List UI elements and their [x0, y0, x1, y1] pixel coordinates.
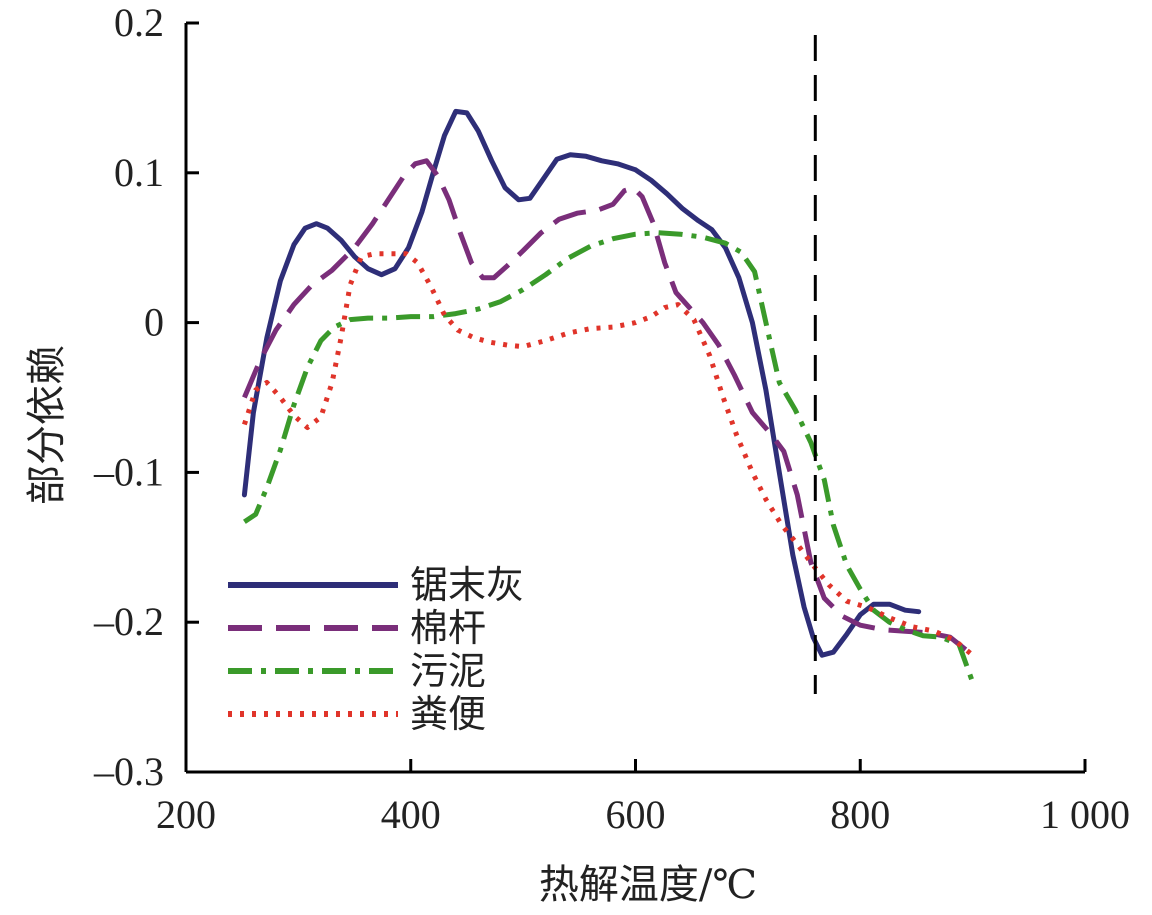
- series-line-1: [241, 108, 922, 658]
- legend-label: 污泥: [410, 649, 486, 693]
- y-tick-label: –0.2: [93, 599, 164, 644]
- plot-series: [241, 108, 975, 683]
- series-line-4: [242, 251, 975, 658]
- y-tick-label: –0.1: [93, 449, 164, 494]
- y-tick-label: 0.2: [114, 0, 164, 45]
- y-axis-title: 部分依赖: [24, 345, 70, 505]
- y-tick-label: –0.3: [93, 749, 164, 794]
- legend-label: 锯末灰: [410, 563, 524, 607]
- x-tick-label: 1 000: [1040, 792, 1130, 837]
- x-tick-label: 200: [156, 792, 216, 837]
- y-tick-label: 0: [144, 300, 164, 345]
- x-axis: 200 400 600 800 1 000: [156, 759, 1130, 837]
- x-axis-title: 热解温度/℃: [539, 862, 757, 908]
- legend-label: 粪便: [410, 692, 486, 736]
- x-tick-label: 600: [606, 792, 666, 837]
- series-line-3: [243, 230, 975, 683]
- series-line-2: [242, 158, 975, 658]
- y-tick-label: 0.1: [114, 150, 164, 195]
- y-axis: 0.2 0.1 0 –0.1 –0.2 –0.3: [93, 0, 199, 794]
- x-tick-label: 800: [830, 792, 890, 837]
- x-tick-label: 400: [381, 792, 441, 837]
- legend-label: 棉杆: [410, 606, 486, 650]
